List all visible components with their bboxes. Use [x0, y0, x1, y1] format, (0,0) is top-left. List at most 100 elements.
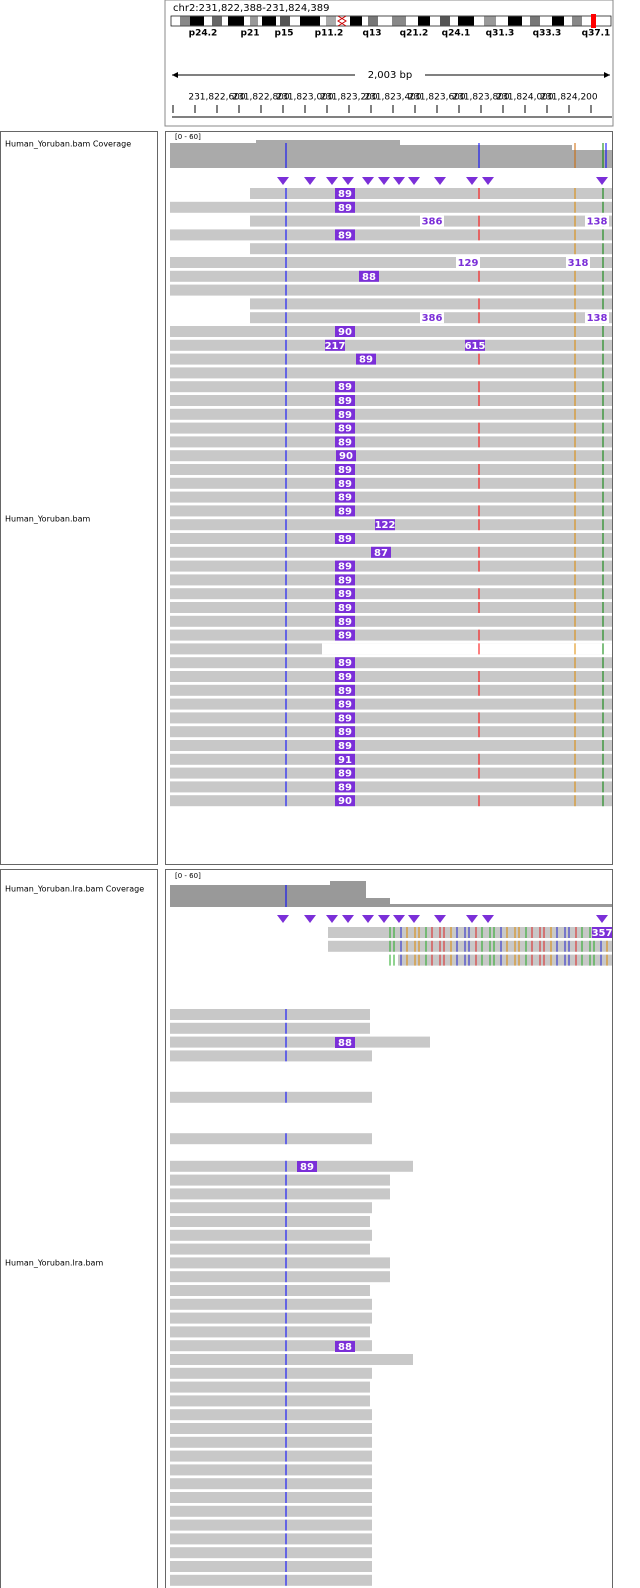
insertion-box	[297, 1161, 317, 1172]
insertion-label: 89	[338, 437, 352, 448]
insertion-marker	[378, 915, 390, 923]
insertion-box	[592, 927, 612, 938]
read	[170, 1202, 372, 1214]
read	[250, 243, 612, 255]
cytoband-label: p11.2	[315, 29, 344, 39]
insertion-box	[335, 698, 355, 710]
cytoband	[212, 16, 222, 26]
cytoband	[300, 16, 320, 26]
read	[170, 1505, 372, 1517]
gap-bg	[566, 257, 590, 268]
insertion-box	[335, 505, 355, 517]
insertion-marker	[482, 915, 494, 923]
ruler-label: 231,823,800	[452, 93, 510, 103]
read	[170, 422, 612, 434]
read	[170, 781, 612, 793]
insertion-label: 89	[338, 189, 352, 200]
locus: chr2:231,822,388-231,824,389	[173, 3, 330, 14]
insertion-label: 89	[338, 603, 352, 614]
read	[328, 927, 612, 938]
cytoband	[262, 16, 276, 26]
cytoband	[350, 16, 362, 26]
read	[170, 574, 612, 586]
insertion-marker	[362, 177, 374, 185]
read	[170, 1271, 390, 1283]
read	[170, 671, 612, 682]
insertion-marker	[434, 177, 446, 185]
insertion-box	[335, 477, 355, 489]
insertion-label: 138	[587, 217, 608, 228]
read	[170, 1533, 372, 1545]
read	[170, 795, 612, 807]
cytoband	[530, 16, 540, 26]
ruler-label: 231,823,600	[408, 93, 466, 103]
read	[170, 740, 612, 751]
insertion-box	[371, 546, 391, 558]
insertion-label: 88	[338, 1038, 352, 1049]
data-panel	[165, 131, 613, 865]
read	[170, 1381, 370, 1393]
read	[170, 753, 612, 765]
insertion-label: 89	[338, 713, 352, 724]
cytoband	[250, 16, 258, 26]
cytoband	[228, 16, 244, 26]
insertion-label: 90	[338, 327, 352, 338]
cytoband-label: q31.3	[486, 29, 515, 39]
insertion-label: 91	[338, 755, 352, 766]
insertion-label: 318	[568, 258, 589, 269]
insertion-box	[335, 574, 355, 586]
read	[170, 1009, 370, 1020]
insertion-label: 89	[338, 424, 352, 435]
insertion-box	[335, 684, 355, 696]
insertion-box	[335, 422, 355, 434]
read	[170, 615, 612, 627]
insertion-box	[335, 408, 355, 420]
cytoband-label: q21.2	[400, 29, 429, 39]
insertion-label: 129	[458, 258, 479, 269]
insertion-label: 89	[338, 631, 352, 642]
gap-bg	[456, 257, 480, 268]
read	[170, 1174, 390, 1186]
insertion-box	[335, 436, 355, 448]
read	[170, 1464, 372, 1476]
insertion-marker	[304, 177, 316, 185]
insertion-box	[335, 560, 355, 572]
name-panel	[0, 869, 158, 1588]
insertion-box	[335, 712, 355, 724]
insertion-box	[375, 519, 395, 531]
cytoband-label: p21	[241, 29, 260, 39]
insertion-marker	[482, 177, 494, 185]
cytoband	[458, 16, 474, 26]
insertion-label: 89	[338, 465, 352, 476]
track-name: Human_Yoruban.lra.bam	[5, 1259, 103, 1268]
read	[170, 408, 612, 420]
read	[170, 201, 612, 213]
insertion-box	[359, 270, 379, 282]
insertion-label: 89	[338, 769, 352, 780]
ruler-label: 231,822,800	[232, 93, 290, 103]
gap-bg	[420, 215, 444, 227]
read	[170, 1188, 390, 1200]
read	[170, 477, 612, 489]
ruler-label: 231,823,200	[320, 93, 378, 103]
read	[170, 588, 612, 600]
read	[170, 1160, 413, 1172]
read	[170, 1478, 372, 1490]
insertion-box	[335, 381, 355, 393]
insertion-box	[335, 629, 355, 641]
ruler-label: 231,822,600	[188, 93, 246, 103]
insertion-label: 89	[338, 727, 352, 738]
cytoband-label: p24.2	[189, 29, 218, 39]
ruler-label: 231,823,000	[276, 93, 334, 103]
insertion-box	[335, 671, 355, 682]
insertion-box	[325, 339, 345, 351]
insertion-box	[336, 450, 356, 462]
insertion-label: 386	[422, 217, 443, 228]
insertion-label: 386	[422, 313, 443, 324]
coverage	[170, 881, 612, 907]
insertion-label: 89	[338, 534, 352, 545]
read	[170, 1436, 372, 1448]
cytoband	[204, 16, 212, 26]
coverage-range: [0 - 60]	[175, 133, 201, 141]
read	[170, 533, 612, 544]
